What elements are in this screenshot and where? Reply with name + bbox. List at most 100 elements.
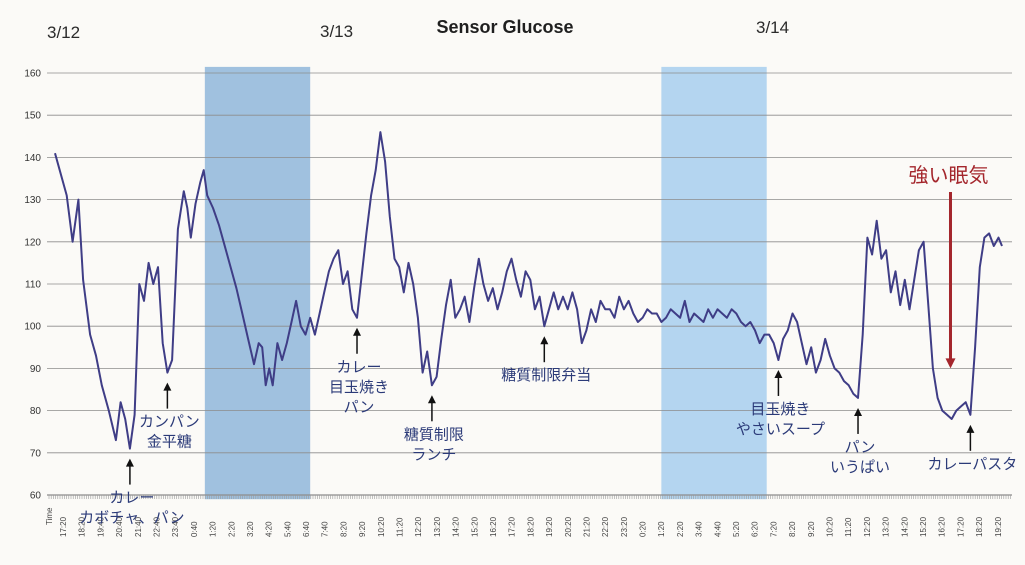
x-tick-label: 21:40 — [134, 516, 143, 537]
x-tick-label: 9:20 — [807, 521, 816, 537]
date-label-3-12: 3/12 — [47, 23, 80, 42]
x-tick-label: 10:20 — [377, 516, 386, 537]
x-tick-label: 8:20 — [788, 521, 797, 537]
y-tick-label-110: 110 — [25, 280, 41, 291]
x-tick-label: 15:20 — [470, 516, 479, 537]
x-tick-label: 12:20 — [414, 516, 423, 537]
y-tick-label-160: 160 — [24, 69, 41, 80]
x-tick-label: 3:20 — [246, 521, 255, 537]
x-tick-label: 17:20 — [59, 516, 68, 537]
x-tick-label: 19:40 — [96, 516, 105, 537]
annotation-arrowhead — [427, 395, 436, 404]
annotation-label: パン — [845, 438, 876, 456]
date-label-3-13: 3/13 — [320, 22, 353, 41]
annotation-label: 強い眠気 — [908, 163, 988, 187]
x-tick-label: 14:20 — [900, 516, 909, 537]
annotation-arrowhead — [353, 327, 362, 336]
x-tick-label: 14:20 — [452, 516, 461, 537]
x-tick-label: 4:40 — [713, 521, 722, 537]
x-tick-label: 15:20 — [919, 516, 928, 537]
annotation-label: カンパン — [139, 413, 200, 431]
glucose-series-line — [54, 131, 1003, 450]
annotation-label: カレー — [109, 489, 154, 507]
annotation-label: 目玉焼き — [750, 400, 810, 418]
annotation-label: 糖質制限弁当 — [501, 366, 591, 384]
y-tick-label-130: 130 — [24, 195, 41, 206]
x-tick-label: 18:20 — [975, 516, 984, 537]
x-tick-label: 0:40 — [190, 521, 199, 537]
y-tick-label-140: 140 — [24, 153, 41, 164]
annotation-arrowhead — [854, 407, 863, 416]
x-tick-label: 5:40 — [283, 521, 292, 537]
annotation-label: やさいスープ — [736, 420, 825, 438]
x-tick-label: 1:20 — [657, 521, 666, 537]
x-tick-label: 1:20 — [209, 521, 218, 537]
annotation-arrowhead — [774, 369, 783, 378]
x-tick-label: 11:20 — [396, 517, 405, 537]
annotation-label: いうぱい — [830, 458, 890, 476]
x-axis-label: Time — [45, 507, 54, 525]
sleep-band-2 — [661, 66, 767, 500]
x-tick-label: 19:20 — [994, 516, 1003, 537]
x-tick-label: 2:20 — [676, 521, 685, 537]
annotation-arrowhead — [966, 424, 975, 433]
x-tick-label: 8:20 — [339, 521, 348, 537]
annotation-label: カレー — [337, 358, 382, 376]
annotation-arrowhead — [945, 358, 956, 369]
x-tick-label: 6:20 — [751, 521, 760, 537]
annotation-label: パン — [344, 398, 375, 416]
x-tick-label: 13:20 — [882, 516, 891, 537]
annotation-label: カボチャ、パン — [79, 509, 184, 527]
x-tick-label: 20:20 — [564, 516, 573, 537]
x-tick-label: 7:20 — [769, 521, 778, 537]
y-tick-label-120: 120 — [24, 237, 41, 248]
y-tick-label-100: 100 — [24, 322, 41, 333]
x-tick-label: 0:20 — [639, 521, 648, 537]
x-tick-label: 17:20 — [956, 516, 965, 537]
annotation-arrowhead — [163, 382, 172, 391]
sleep-bands — [204, 66, 767, 500]
annotation-label: カレーパスタ — [927, 455, 1017, 473]
annotation-label: 糖質制限 — [404, 425, 464, 443]
x-tick-label: 9:20 — [358, 521, 367, 537]
x-tick-label: 11:20 — [844, 517, 853, 537]
x-tick-label: 23:20 — [620, 516, 629, 537]
x-tick-label: 20:40 — [115, 516, 124, 537]
annotation-label: 目玉焼き — [329, 378, 389, 396]
axes: Time 17:20 18:20 19:40 20:40 21:40 22:40 23:40 0… — [45, 495, 1011, 537]
date-label-3-14: 3/14 — [756, 18, 789, 37]
x-tick-label: 10:20 — [826, 516, 835, 537]
x-tick-label: 2:20 — [227, 521, 236, 537]
x-tick-label: 16:20 — [489, 516, 498, 537]
grid-lines: 60 70 80 90 100 110 120 130 140 150 160 — [24, 69, 1012, 502]
y-tick-label-70: 70 — [30, 448, 42, 459]
annotation-label: 金平糖 — [147, 433, 192, 451]
x-tick-label: 18:20 — [526, 516, 535, 537]
x-tick-label: 6:40 — [302, 521, 311, 537]
x-tick-label: 4:20 — [265, 521, 274, 537]
y-tick-label-150: 150 — [24, 111, 41, 122]
series-layer — [54, 131, 1003, 450]
x-tick-label: 5:20 — [732, 521, 741, 537]
y-tick-label-60: 60 — [30, 491, 42, 502]
annotation-arrowhead — [125, 458, 134, 467]
x-tick-label: 22:40 — [152, 516, 161, 537]
x-tick-label: 3:40 — [695, 521, 704, 537]
x-tick-label: 16:20 — [938, 516, 947, 537]
x-tick-label: 19:20 — [545, 516, 554, 537]
x-tick-label: 13:20 — [433, 516, 442, 537]
y-tick-label-90: 90 — [30, 364, 42, 375]
x-tick-label: 7:40 — [321, 521, 330, 537]
x-tick-label: 17:20 — [508, 516, 517, 537]
x-tick-label: 23:40 — [171, 516, 180, 537]
x-tick-label: 12:20 — [863, 516, 872, 537]
x-tick-label: 18:20 — [78, 516, 87, 537]
annotation-arrowhead — [540, 336, 549, 345]
x-tick-label: 22:20 — [601, 516, 610, 537]
annotation-label: ランチ — [411, 445, 456, 463]
y-tick-label-80: 80 — [30, 406, 42, 417]
annotations-layer: カレーカボチャ、パンカンパン金平糖カレー目玉焼きパン糖質制限ランチ糖質制限弁当目… — [79, 163, 1017, 527]
